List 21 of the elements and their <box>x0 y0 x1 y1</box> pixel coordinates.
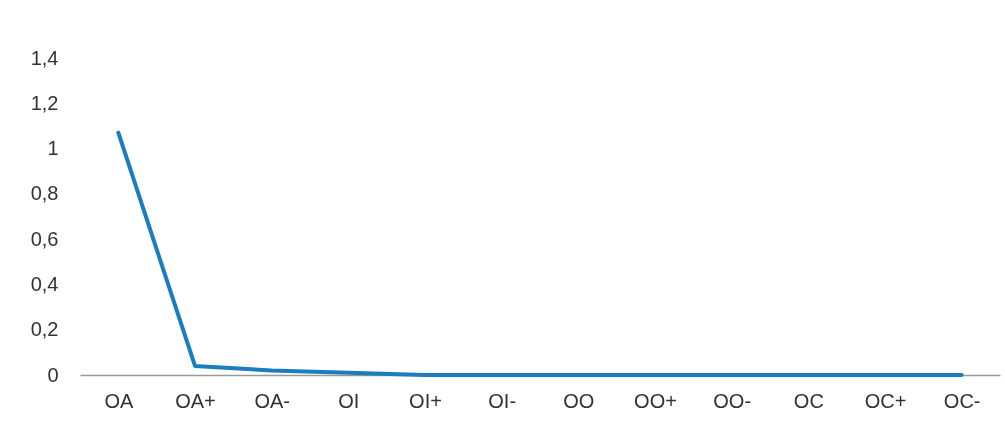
y-tick-label: 1 <box>47 137 59 160</box>
y-tick-label: 0,6 <box>30 227 59 250</box>
x-tick-label: OI+ <box>409 389 442 412</box>
x-tick-label: OI- <box>488 389 517 412</box>
y-tick-label: 0,2 <box>30 318 59 341</box>
x-tick-label: OO- <box>713 389 752 412</box>
x-tick-label: OC+ <box>864 389 907 412</box>
line-series <box>116 130 964 377</box>
x-tick-label: OO <box>563 389 595 412</box>
x-tick-label: OI <box>338 389 360 412</box>
x-tick-label: OA+ <box>175 389 216 412</box>
y-tick-label: 0,4 <box>30 272 59 295</box>
x-tick-label: OA <box>104 389 134 412</box>
x-tick-label: OO+ <box>634 389 677 412</box>
y-tick-label: 0 <box>47 363 59 386</box>
x-tick-label: OA- <box>254 389 290 412</box>
x-tick-label: OC <box>793 389 824 412</box>
y-tick-label: 1,4 <box>30 46 59 69</box>
y-tick-label: 1,2 <box>30 91 59 114</box>
x-tick-label: OC- <box>943 389 981 412</box>
y-tick-label: 0,8 <box>30 182 59 205</box>
